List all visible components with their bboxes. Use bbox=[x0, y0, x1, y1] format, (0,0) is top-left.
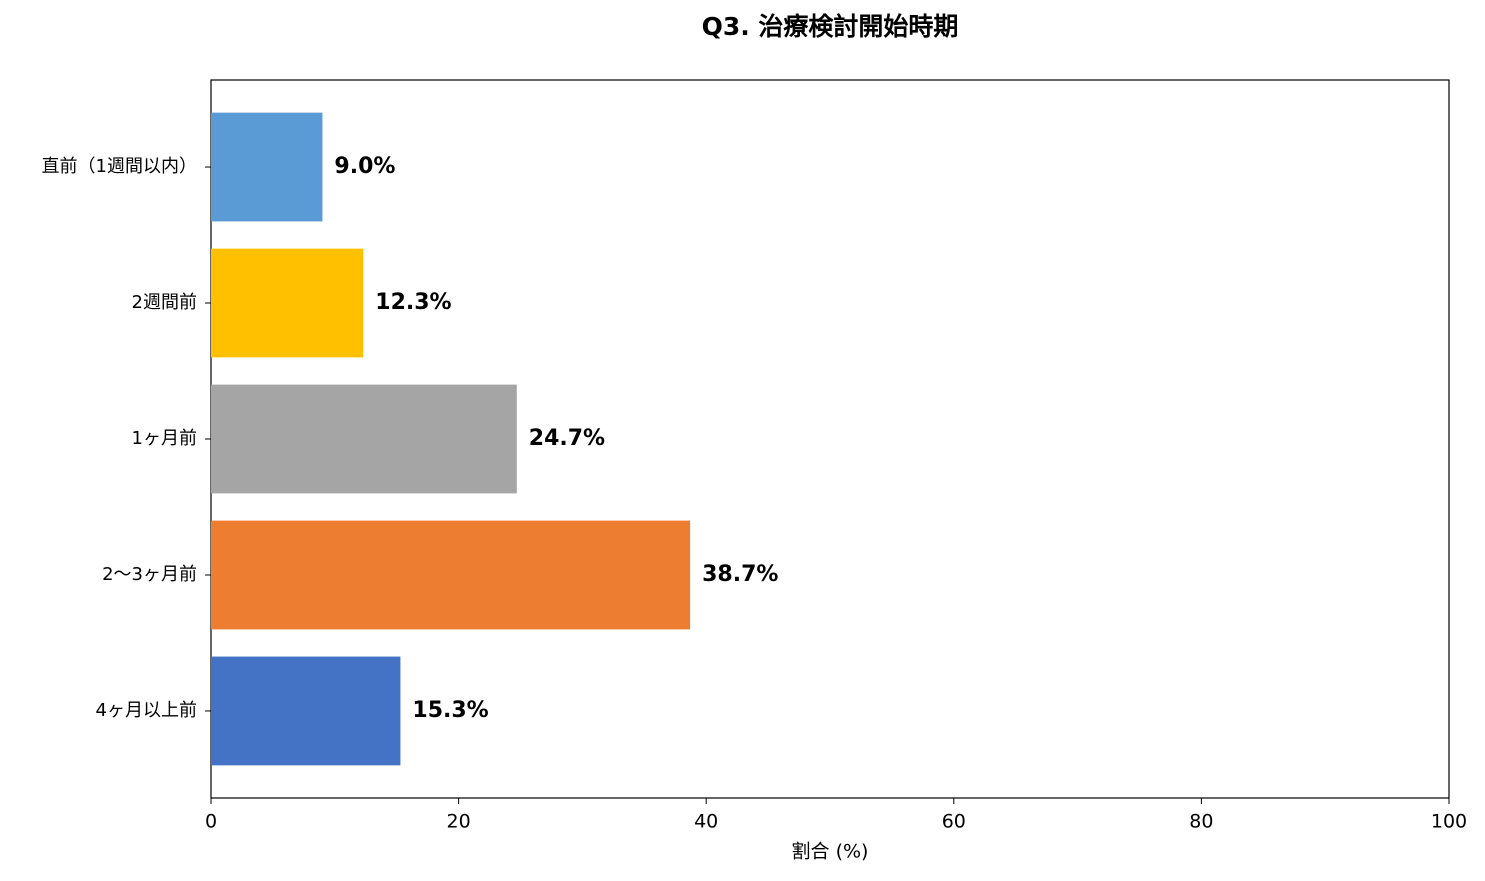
bar bbox=[211, 384, 517, 494]
x-tick-label: 80 bbox=[1189, 811, 1213, 833]
value-label: 24.7% bbox=[529, 426, 605, 451]
x-axis-label: 割合 (%) bbox=[792, 841, 869, 863]
bar bbox=[211, 248, 364, 358]
y-tick-label: 2週間前 bbox=[132, 292, 197, 313]
y-tick-label: 1ヶ月前 bbox=[132, 428, 197, 449]
value-label: 9.0% bbox=[334, 154, 395, 179]
x-tick-label: 100 bbox=[1431, 811, 1467, 833]
value-label: 38.7% bbox=[702, 562, 778, 587]
value-label: 12.3% bbox=[375, 290, 451, 315]
y-tick-label: 4ヶ月以上前 bbox=[96, 700, 197, 721]
bar bbox=[211, 656, 401, 766]
x-tick-label: 20 bbox=[447, 811, 471, 833]
y-tick-label: 直前（1週間以内） bbox=[42, 156, 197, 177]
x-tick-label: 60 bbox=[942, 811, 966, 833]
y-tick-label: 2〜3ヶ月前 bbox=[102, 564, 197, 585]
bar bbox=[211, 112, 323, 222]
bar bbox=[211, 520, 691, 630]
x-tick-label: 0 bbox=[205, 811, 217, 833]
x-tick-label: 40 bbox=[694, 811, 718, 833]
value-label: 15.3% bbox=[412, 698, 488, 723]
chart-title: Q3. 治療検討開始時期 bbox=[702, 12, 959, 41]
